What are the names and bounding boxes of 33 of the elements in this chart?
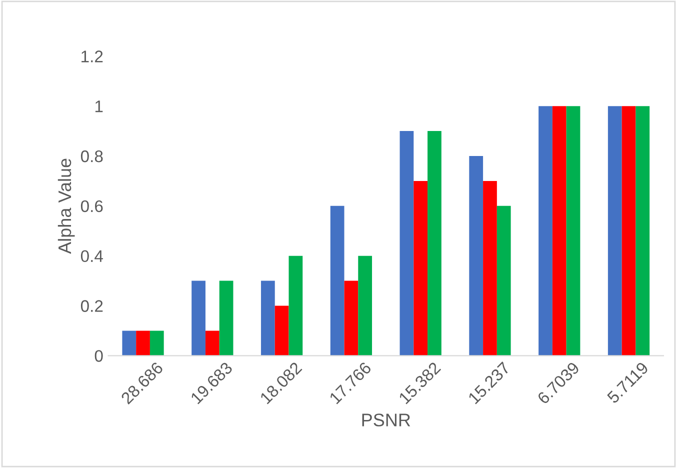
bar — [469, 156, 484, 356]
bar — [622, 106, 636, 356]
y-tick-label: 0.4 — [80, 250, 103, 262]
y-tick-label: 0.6 — [80, 200, 103, 212]
x-axis-title: PSNR — [362, 414, 410, 426]
bar — [274, 306, 289, 356]
bar — [344, 280, 358, 356]
bar — [414, 180, 428, 356]
y-tick-label: 0 — [94, 350, 103, 362]
bar — [150, 330, 164, 356]
bar — [552, 106, 566, 356]
y-tick-label: 0.8 — [80, 150, 103, 162]
bar — [205, 330, 220, 356]
bar — [636, 106, 650, 356]
bar — [566, 106, 580, 356]
bar — [219, 280, 234, 356]
bar — [400, 131, 414, 356]
bar — [428, 131, 442, 356]
bar — [330, 206, 344, 356]
bar — [288, 256, 303, 356]
bar — [538, 106, 552, 356]
bar — [608, 106, 622, 356]
bar — [192, 280, 206, 356]
y-tick-label: 1 — [95, 100, 103, 112]
bar — [122, 330, 136, 356]
bar — [483, 180, 497, 356]
bar — [136, 330, 150, 356]
bar — [358, 256, 372, 356]
y-axis-title: Alpha Value — [58, 158, 75, 254]
y-tick-label: 1.2 — [82, 50, 103, 62]
bar — [496, 206, 511, 356]
y-tick-label: 0.2 — [80, 300, 103, 312]
bar — [260, 280, 275, 356]
